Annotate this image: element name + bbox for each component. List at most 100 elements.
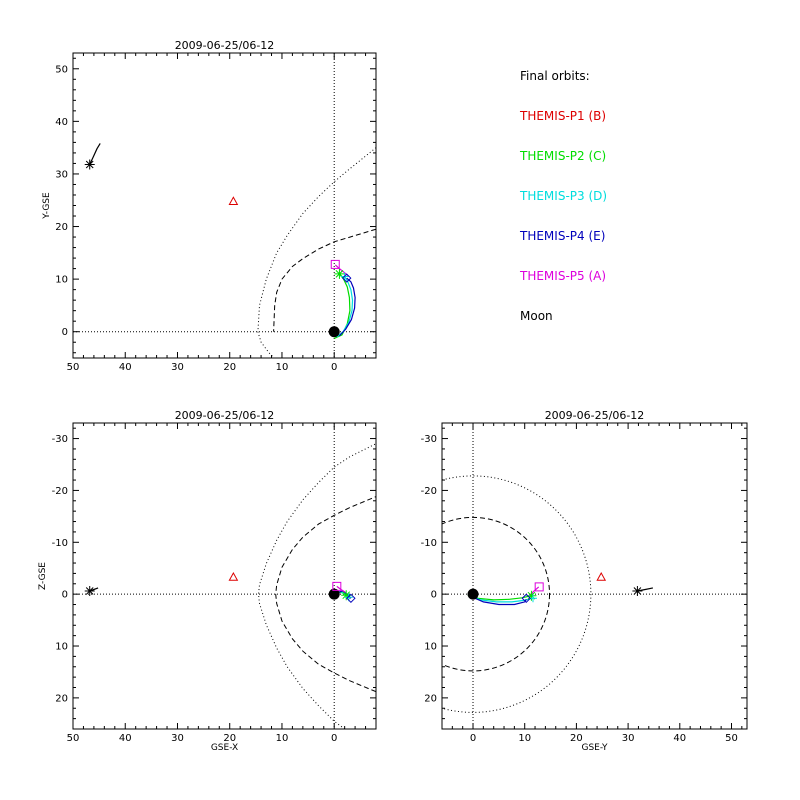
asterisk-marker: [341, 590, 352, 601]
legend-item-p3: THEMIS-P3 (D): [519, 189, 607, 203]
panel-yz-title: 2009-06-25/06-12: [545, 409, 645, 422]
legend-item-p5: THEMIS-P5 (A): [519, 269, 606, 283]
x-tick-label: 50: [725, 733, 738, 744]
diamond-marker: [346, 593, 356, 604]
panel-xz-xlabel: GSE-X: [211, 743, 238, 753]
y-tick-label: -10: [52, 538, 68, 549]
panel-xy-plot-area: [73, 53, 376, 358]
x-tick-label: 30: [171, 362, 184, 373]
x-tick-label: 20: [570, 733, 583, 744]
panel-yz-xlabel: GSE-Y: [581, 743, 608, 753]
y-tick-label: 20: [55, 693, 68, 704]
moon-marker: [632, 586, 643, 597]
magnetopause-curve: [275, 496, 376, 693]
square-marker: [332, 581, 342, 591]
x-tick-label: 0: [331, 733, 337, 744]
triangle-marker: [596, 572, 607, 581]
y-tick-label: 20: [55, 222, 68, 233]
panel-yz-frame: [441, 422, 748, 730]
x-tick-label: 0: [331, 362, 337, 373]
y-tick-label: -30: [52, 434, 68, 445]
magnetopause-circle: [442, 516, 551, 672]
diamond-marker: [521, 593, 531, 604]
x-tick-label: 0: [470, 733, 476, 744]
moon-track: [89, 587, 99, 592]
panel-xy-ticks: 50 40 30 20 10 0 0 10 20 30 40 50: [55, 53, 377, 373]
y-tick-label: 50: [55, 64, 68, 75]
y-tick-label: 0: [431, 590, 437, 601]
panel-xz-markers: [84, 572, 356, 604]
panel-xy-background-lines: [73, 53, 376, 358]
x-tick-label: 20: [223, 733, 236, 744]
bow-shock-curve: [257, 147, 376, 358]
x-tick-label: 40: [119, 362, 132, 373]
legend-item-p1: THEMIS-P1 (B): [519, 109, 606, 123]
moon-track: [637, 587, 654, 592]
panel-xz-title: 2009-06-25/06-12: [175, 409, 275, 422]
panel-yz: 2009-06-25/06-12 GSE-Y 0 10 20 30 40 50 20 10 0 -…: [421, 409, 748, 753]
x-tick-label: 40: [673, 733, 686, 744]
legend-item-moon: Moon: [520, 309, 553, 323]
y-tick-label: 30: [55, 169, 68, 180]
panel-yz-plot-area: [442, 423, 747, 729]
y-tick-label: 10: [55, 275, 68, 286]
panel-xz-plot-area: [73, 423, 376, 729]
asterisk-marker: [334, 268, 345, 279]
triangle-marker: [228, 196, 239, 205]
legend-title: Final orbits:: [520, 69, 590, 83]
panel-xz-ticks: 50 40 30 20 10 0 20 10 0 -10 -20 -30: [52, 423, 377, 744]
legend-item-p4: THEMIS-P4 (E): [519, 229, 605, 243]
panel-xz: 2009-06-25/06-12 Z-GSE GSE-X 50 40 30 20 10 0…: [38, 409, 377, 753]
legend-item-p2: THEMIS-P2 (C): [519, 149, 606, 163]
x-tick-label: 40: [119, 733, 132, 744]
panel-xz-ylabel: Z-GSE: [38, 562, 48, 590]
square-marker: [534, 582, 544, 592]
diamond-marker: [342, 273, 352, 283]
panel-xy-frame: [72, 52, 377, 359]
y-tick-label: -20: [52, 486, 68, 497]
y-tick-label: 40: [55, 117, 68, 128]
y-tick-label: 0: [62, 327, 68, 338]
y-tick-label: -10: [421, 538, 437, 549]
panel-xy-title: 2009-06-25/06-12: [175, 39, 275, 52]
panel-yz-ticks: 0 10 20 30 40 50 20 10 0 -10 -20 -30: [421, 423, 747, 744]
x-tick-label: 10: [276, 362, 289, 373]
orbit-track: [470, 595, 527, 606]
y-tick-label: 0: [62, 590, 68, 601]
earth-marker: [328, 326, 340, 338]
orbit-track: [338, 277, 356, 337]
y-tick-label: -20: [421, 486, 437, 497]
panel-xy-markers: [84, 159, 352, 338]
panel-xz-background-lines: [73, 423, 376, 729]
moon-marker: [84, 159, 95, 170]
x-tick-label: 50: [67, 362, 80, 373]
magnetopause-curve: [273, 228, 376, 332]
earth-marker: [328, 588, 340, 600]
moon-track: [89, 143, 101, 165]
panel-xy-orbit-tracks: [89, 143, 356, 340]
x-tick-label: 10: [518, 733, 531, 744]
earth-marker: [467, 588, 479, 600]
y-tick-label: 10: [55, 642, 68, 653]
panel-xz-frame: [72, 422, 377, 730]
panel-yz-background-lines: [442, 423, 747, 729]
panel-yz-markers: [467, 572, 643, 604]
x-tick-label: 10: [276, 733, 289, 744]
legend: Final orbits: THEMIS-P1 (B) THEMIS-P2 (C…: [519, 69, 607, 323]
square-marker: [330, 259, 340, 269]
panel-xz-orbit-tracks: [89, 585, 352, 599]
panel-yz-orbit-tracks: [467, 586, 654, 606]
asterisk-marker: [526, 590, 537, 601]
y-tick-label: 10: [424, 642, 437, 653]
panel-xy: 2009-06-25/06-12 Y-GSE 50 40 30 20 10 0 0 10 20 3…: [42, 39, 377, 373]
y-tick-label: 20: [424, 693, 437, 704]
x-tick-label: 50: [67, 733, 80, 744]
moon-marker: [84, 586, 95, 597]
bow-shock-circle: [442, 475, 592, 713]
triangle-marker: [228, 572, 239, 581]
x-tick-label: 30: [622, 733, 635, 744]
panel-xy-ylabel: Y-GSE: [42, 192, 52, 220]
x-tick-label: 20: [223, 362, 236, 373]
x-tick-label: 30: [171, 733, 184, 744]
